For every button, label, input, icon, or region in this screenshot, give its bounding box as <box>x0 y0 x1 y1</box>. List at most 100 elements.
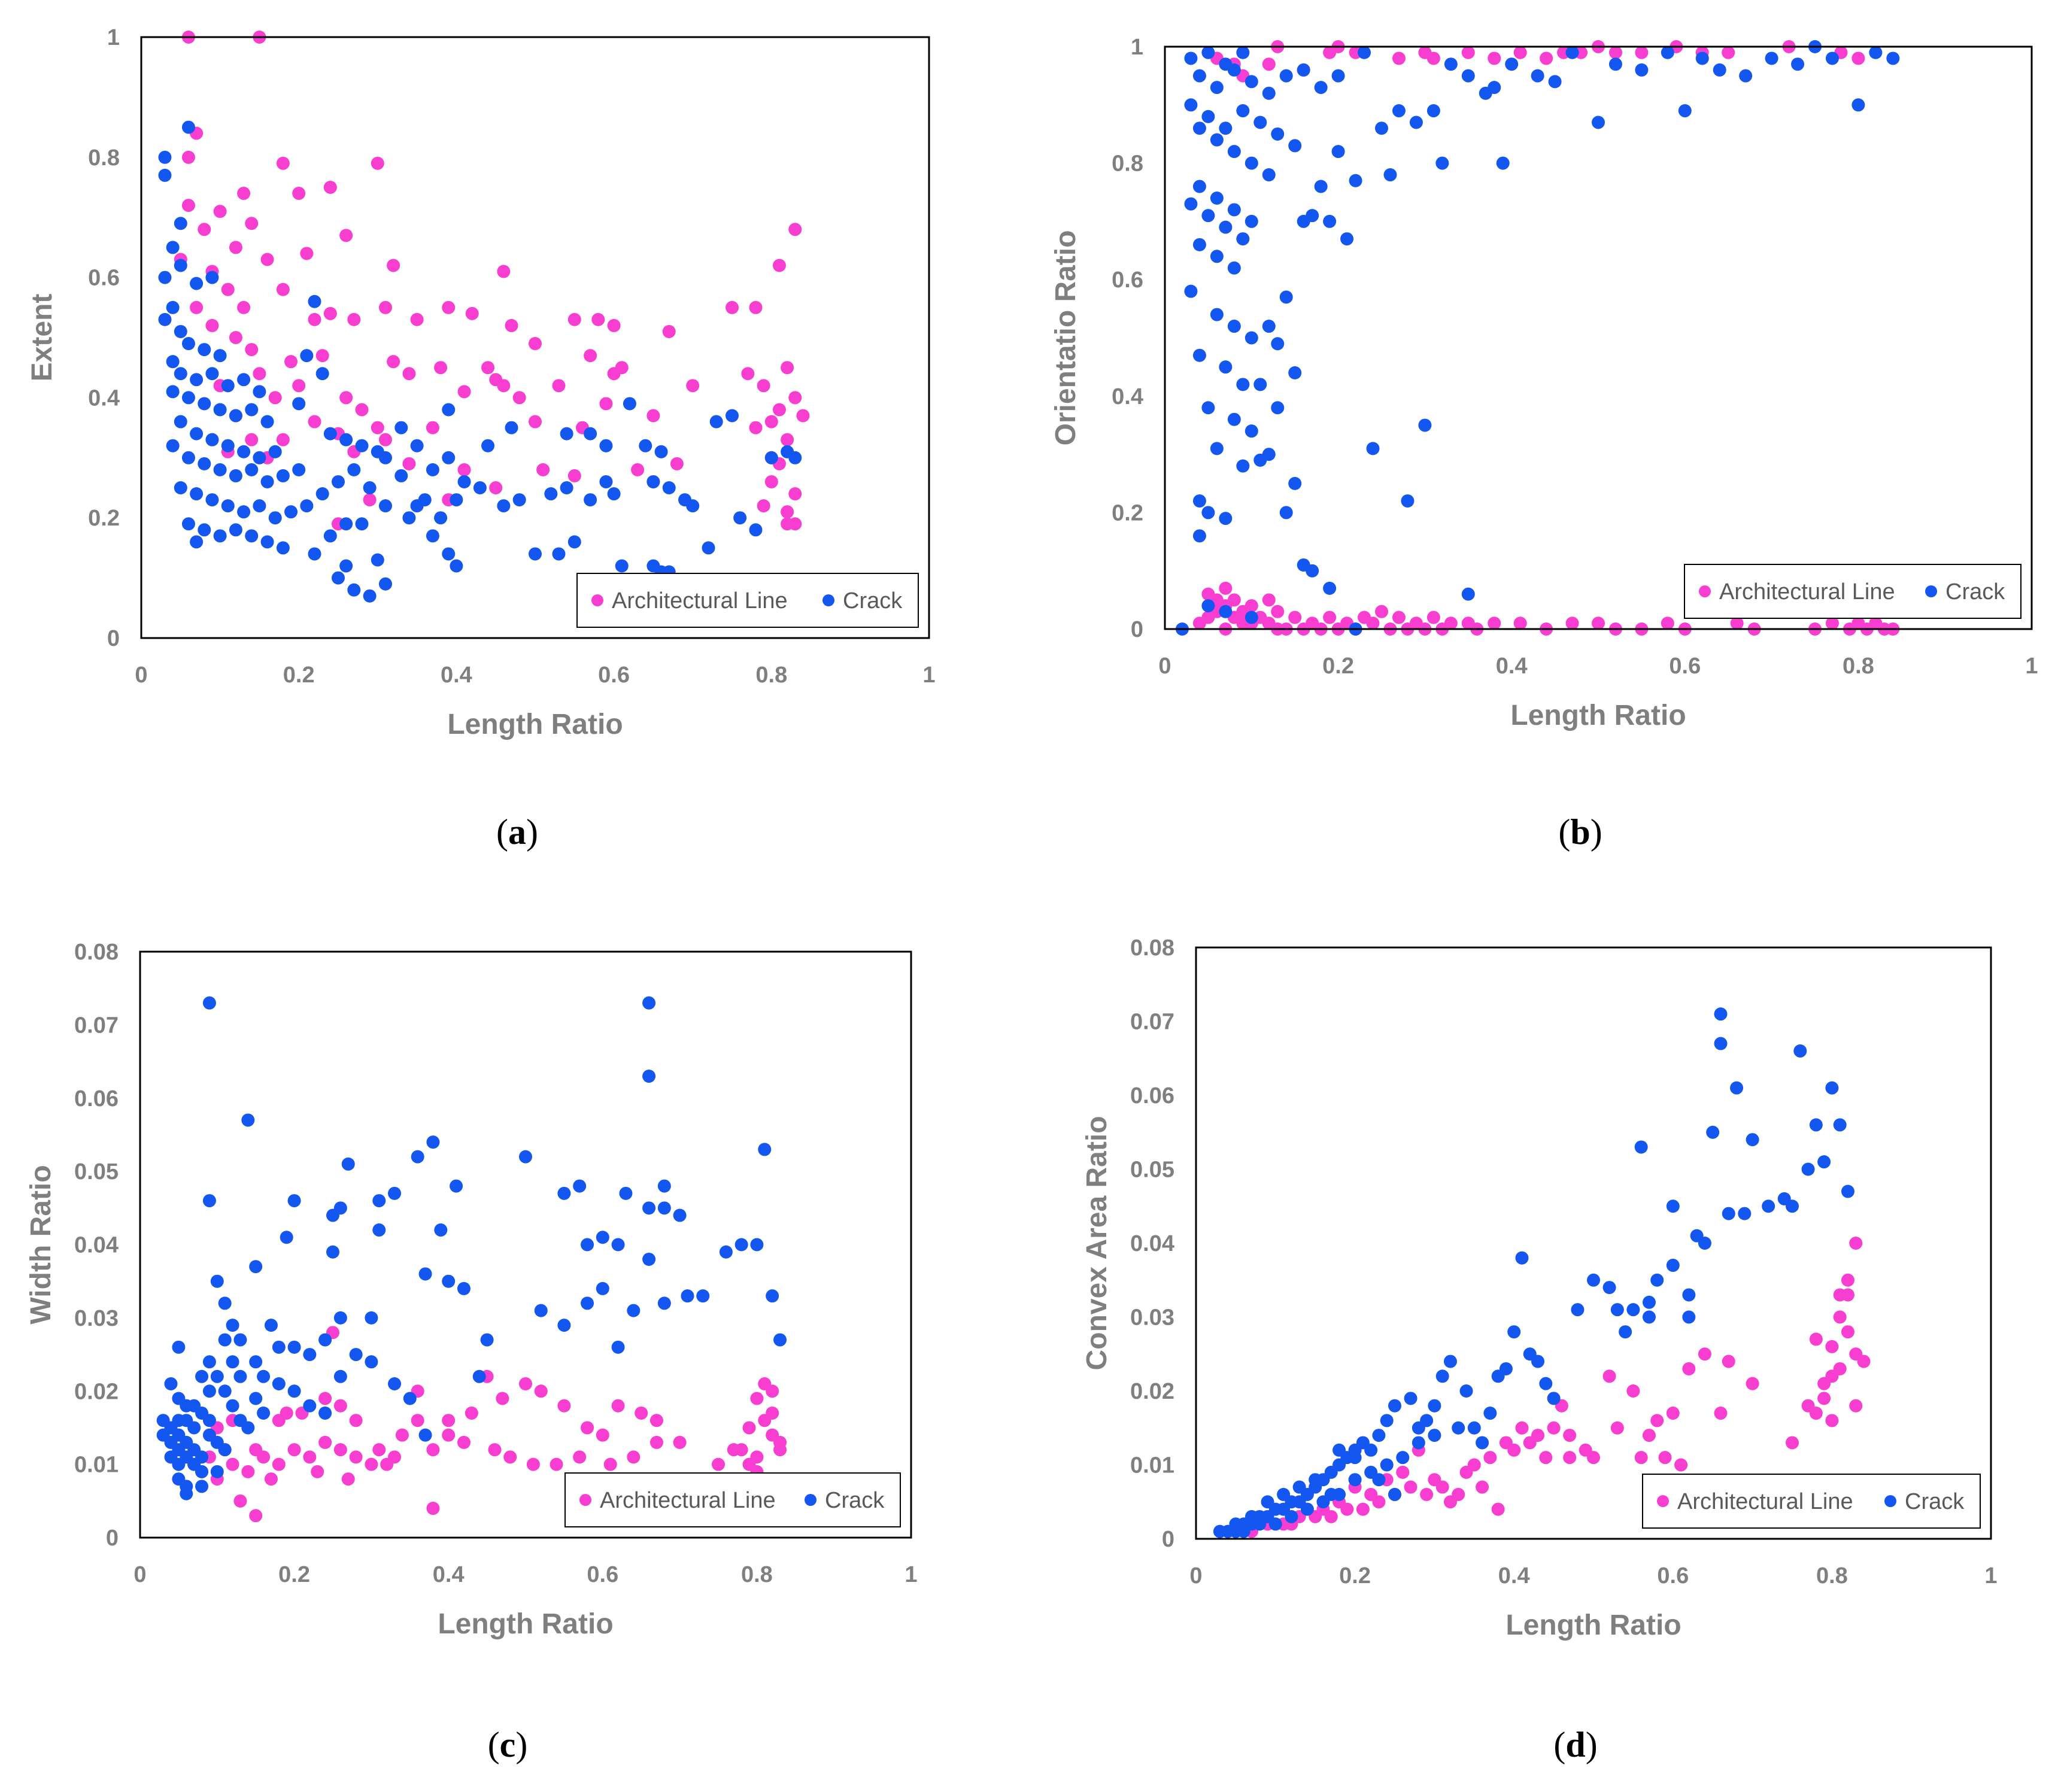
data-point-crack <box>1420 1414 1434 1427</box>
caption-letter: a <box>508 812 526 852</box>
plot-frame <box>140 36 930 639</box>
data-point-architectural <box>378 433 392 447</box>
data-point-architectural <box>567 312 581 326</box>
data-point-crack <box>573 1179 587 1193</box>
x-tick-label: 1 <box>904 1562 917 1587</box>
data-point-crack <box>292 463 306 476</box>
data-point-architectural <box>181 150 195 164</box>
data-point-crack <box>166 355 180 369</box>
data-point-architectural <box>465 1406 478 1420</box>
data-point-architectural <box>349 1414 363 1427</box>
data-point-crack <box>681 1289 694 1303</box>
data-point-architectural <box>686 379 700 393</box>
data-point-crack <box>426 463 439 476</box>
data-point-crack <box>1444 57 1458 71</box>
data-point-crack <box>190 427 204 441</box>
data-point-architectural <box>1786 1436 1799 1450</box>
data-point-crack <box>1488 81 1501 95</box>
data-point-architectural <box>363 493 377 507</box>
data-point-crack <box>1277 1487 1291 1501</box>
data-point-crack <box>457 1281 471 1295</box>
data-point-crack <box>696 1289 710 1303</box>
data-point-crack <box>280 1231 293 1244</box>
data-point-crack <box>218 1443 232 1457</box>
data-point-crack <box>260 535 274 549</box>
data-point-crack <box>174 481 187 494</box>
data-point-crack <box>202 1384 216 1398</box>
data-point-crack <box>457 475 471 488</box>
data-point-crack <box>1539 1377 1553 1390</box>
data-point-crack <box>253 385 266 399</box>
plot-frame <box>1164 45 2033 630</box>
data-point-crack <box>646 475 660 488</box>
data-point-crack <box>584 493 597 507</box>
data-point-crack <box>1323 581 1337 595</box>
data-point-crack <box>190 535 204 549</box>
legend: Architectural Line Crack <box>1642 1474 1981 1529</box>
data-point-crack <box>347 583 361 597</box>
data-point-crack <box>673 1208 687 1222</box>
data-point-crack <box>174 217 187 230</box>
y-tick-label: 0.07 <box>74 1013 119 1038</box>
data-point-crack <box>1496 156 1510 170</box>
data-point-architectural <box>1420 1487 1434 1501</box>
data-point-crack <box>323 427 337 441</box>
data-point-architectural <box>1610 1421 1624 1435</box>
data-point-crack <box>1227 63 1241 77</box>
data-point-architectural <box>1851 51 1865 65</box>
data-point-crack <box>1722 1207 1735 1220</box>
data-point-architectural <box>1714 1407 1728 1420</box>
data-point-crack <box>158 168 172 182</box>
x-tick-label: 0.6 <box>1657 1563 1689 1588</box>
data-point-architectural <box>268 391 282 405</box>
x-tick-label: 0.2 <box>1339 1563 1371 1588</box>
data-point-crack <box>1461 69 1475 83</box>
y-tick-label: 0.08 <box>1130 936 1174 961</box>
data-point-crack <box>253 499 266 513</box>
data-point-crack <box>1261 1495 1274 1509</box>
data-point-architectural <box>387 259 400 272</box>
data-point-crack <box>1682 1310 1696 1324</box>
y-tick-label: 0.01 <box>1130 1453 1174 1478</box>
data-point-architectural <box>245 433 259 447</box>
data-point-crack <box>584 427 597 441</box>
data-point-crack <box>1245 75 1258 89</box>
data-point-crack <box>1201 506 1215 520</box>
data-point-crack <box>1375 122 1388 135</box>
data-point-crack <box>1548 75 1562 89</box>
data-point-crack <box>1210 308 1224 321</box>
data-point-architectural <box>788 391 802 405</box>
data-point-crack <box>560 481 573 494</box>
data-point-architectural <box>402 367 416 381</box>
data-point-crack <box>195 1369 209 1383</box>
data-point-crack <box>473 481 487 494</box>
data-point-crack <box>1245 214 1258 228</box>
data-point-architectural <box>1722 1354 1735 1368</box>
data-point-crack <box>596 1231 609 1244</box>
data-point-crack <box>1499 1362 1513 1375</box>
data-point-crack <box>411 1150 424 1164</box>
data-point-crack <box>1452 1421 1465 1435</box>
x-tick-label: 0.2 <box>278 1562 310 1587</box>
data-point-crack <box>1714 1037 1728 1050</box>
data-point-crack <box>1192 69 1206 83</box>
data-point-crack <box>1467 1421 1481 1435</box>
data-point-architectural <box>341 1472 355 1486</box>
data-point-architectural <box>1364 1487 1378 1501</box>
data-point-architectural <box>529 415 542 429</box>
x-axis-title: Length Ratio <box>438 1608 613 1640</box>
data-point-architectural <box>365 1457 378 1471</box>
data-point-architectural <box>333 1443 347 1457</box>
data-point-architectural <box>496 1392 509 1405</box>
data-point-crack <box>1483 1407 1497 1420</box>
caption-paren: ( <box>1558 812 1570 852</box>
data-point-crack <box>287 1340 301 1354</box>
legend-label-architectural: Architectural Line <box>600 1488 776 1513</box>
x-tick-label: 0.2 <box>283 663 315 688</box>
data-point-architectural <box>631 463 645 476</box>
data-point-crack <box>287 1384 301 1398</box>
data-point-crack <box>1192 180 1206 193</box>
data-point-architectural <box>229 331 242 344</box>
data-point-architectural <box>1366 616 1380 630</box>
data-point-crack <box>1695 51 1709 65</box>
